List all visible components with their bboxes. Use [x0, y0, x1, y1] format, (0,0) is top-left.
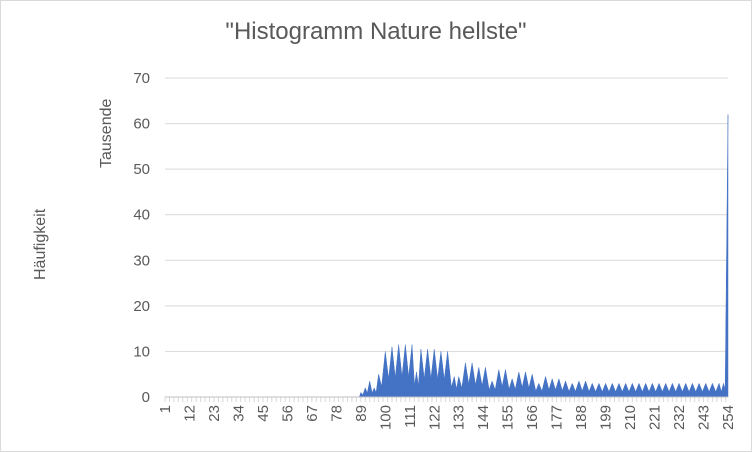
x-tick-label: 122	[426, 405, 443, 430]
y-tick-label: 10	[133, 343, 150, 360]
x-tick-label: 34	[230, 405, 247, 422]
x-tick-label: 23	[206, 405, 223, 422]
x-tick-label: 45	[255, 405, 272, 422]
y-tick-label: 50	[133, 161, 150, 178]
y-tick-label: 70	[133, 70, 150, 87]
y-tick-label: 30	[133, 252, 150, 269]
x-tick-label: 100	[377, 405, 394, 430]
x-tick-label: 133	[451, 405, 468, 430]
chart-title: "Histogramm Nature hellste"	[225, 18, 527, 45]
x-tick-label: 232	[671, 405, 688, 430]
y-tick-label: 0	[142, 389, 150, 406]
x-tick-label: 111	[402, 405, 419, 428]
x-tick-label: 199	[598, 405, 615, 430]
x-tick-label: 78	[328, 405, 345, 422]
y-tick-label: 40	[133, 207, 150, 224]
x-tick-label: 177	[549, 405, 566, 430]
x-tick-label: 1	[157, 405, 174, 413]
x-tick-label: 89	[353, 405, 370, 422]
x-tick-label: 254	[720, 405, 737, 430]
x-tick-label: 155	[500, 405, 517, 430]
histogram-area	[165, 114, 729, 398]
y-tick-label: 20	[133, 298, 150, 315]
x-tick-label: 56	[279, 405, 296, 422]
x-tick-label: 67	[304, 405, 321, 422]
x-tick-label: 188	[573, 405, 590, 430]
x-tick-label: 243	[696, 405, 713, 430]
x-tick-label: 221	[647, 405, 664, 430]
y-tick-label: 60	[133, 116, 150, 133]
x-tick-label: 12	[181, 405, 198, 422]
x-tick-label: 166	[524, 405, 541, 430]
x-tick-label: 210	[622, 405, 639, 430]
x-tick-label: 144	[475, 405, 492, 430]
